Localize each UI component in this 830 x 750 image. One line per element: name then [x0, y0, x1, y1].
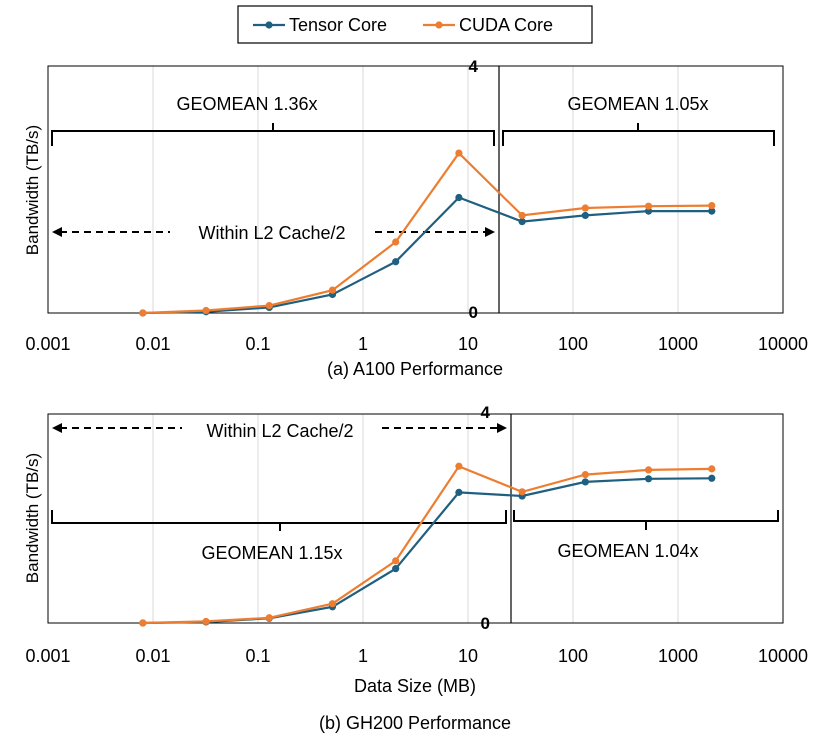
panel-a-xtick-label: 10	[458, 334, 478, 354]
panel-b-point-cuda-core	[518, 488, 526, 496]
panel-a-l2-label: Within L2 Cache/2	[198, 223, 345, 243]
panel-b-xtick-label: 0.1	[245, 646, 270, 666]
panel-b-xtick-label: 0.001	[25, 646, 70, 666]
panel-b-point-cuda-core	[265, 614, 273, 622]
panel-b-point-cuda-core	[202, 617, 210, 626]
panel-a-xtick-label: 100	[558, 334, 588, 354]
panel-a-left-brace	[51, 123, 495, 146]
panel-b-xtick-label: 0.01	[135, 646, 170, 666]
panel-a-point-cuda-core	[328, 286, 337, 294]
panel-b-gridlines	[152, 414, 679, 623]
panel-a-point-cuda-core	[581, 204, 589, 212]
panel-b-right-brace	[513, 510, 779, 530]
panel-a-l2-arrow	[52, 227, 495, 237]
panel-a-geomean-right: GEOMEAN 1.05x	[567, 94, 708, 114]
panel-a-plot-border	[47, 65, 784, 314]
panel-b-l2-label: Within L2 Cache/2	[206, 421, 353, 441]
panel-a-xticks: 0.001 0.01 0.1 1 10 100 1000 10000	[25, 334, 808, 354]
panel-a-xtick-label: 1	[358, 334, 368, 354]
legend-marker-tensor-core	[265, 21, 273, 29]
panel-b-point-cuda-core	[581, 471, 589, 479]
panel-a-point-tensor-core	[455, 193, 463, 202]
panel-a-xtick-label: 0.001	[25, 334, 70, 354]
panel-a-line-tensor-core	[142, 196, 712, 315]
panel-b-geomean-left: GEOMEAN 1.15x	[201, 543, 342, 563]
panel-b-xticks: 0.001 0.01 0.1 1 10 100 1000 10000	[25, 646, 808, 666]
panel-b-ylabel: Bandwidth (TB/s)	[23, 453, 42, 583]
panel-b-plot-border	[47, 413, 784, 624]
panel-b-xtick-label: 100	[558, 646, 588, 666]
panel-b-series	[139, 462, 716, 627]
panel-b-xlabel: Data Size (MB)	[354, 676, 476, 696]
legend: Tensor Core CUDA Core	[237, 5, 593, 44]
panel-a-point-tensor-core	[644, 207, 653, 215]
panel-b-point-cuda-core	[392, 557, 400, 565]
panel-a-point-tensor-core	[518, 218, 526, 226]
legend-box	[237, 5, 593, 44]
panel-b-point-tensor-core	[392, 565, 400, 573]
panel-b-point-tensor-core	[455, 488, 463, 496]
panel-a-title: (a) A100 Performance	[327, 359, 503, 379]
panel-a-xtick-label: 1000	[658, 334, 698, 354]
panel-a-point-cuda-core	[455, 149, 463, 157]
panel-b: Within L2 Cache/2 GEOMEAN 1.15x GEOMEAN …	[23, 403, 808, 733]
panel-a-point-cuda-core	[392, 238, 400, 246]
panel-a-xtick-label: 0.1	[245, 334, 270, 354]
panel-b-xtick-label: 1	[358, 646, 368, 666]
panel-a-point-cuda-core	[644, 202, 653, 210]
panel-a-ylabel: Bandwidth (TB/s)	[23, 125, 42, 255]
panel-b-line-cuda-core	[142, 464, 712, 625]
panel-a-point-tensor-core	[392, 258, 400, 266]
panel-b-point-tensor-core	[644, 475, 653, 483]
panel-b-point-cuda-core	[455, 462, 463, 470]
panel-b-xtick-label: 1000	[658, 646, 698, 666]
panel-b-xtick-label: 10	[458, 646, 478, 666]
panel-a: GEOMEAN 1.36x GEOMEAN 1.05x Within L2 Ca…	[23, 57, 808, 379]
legend-label-tensor-core: Tensor Core	[289, 15, 387, 35]
panel-b-title: (b) GH200 Performance	[319, 713, 511, 733]
panel-b-point-cuda-core	[328, 600, 337, 608]
panel-b-l2-arrow	[52, 423, 507, 433]
panel-b-point-cuda-core	[139, 619, 147, 627]
panel-a-gridlines	[152, 66, 679, 313]
panel-a-geomean-left: GEOMEAN 1.36x	[176, 94, 317, 114]
panel-a-ytick-top: 4	[469, 57, 479, 76]
panel-a-point-cuda-core	[202, 306, 210, 315]
panel-a-point-cuda-core	[265, 301, 273, 310]
panel-a-point-cuda-core	[708, 201, 716, 210]
panel-b-point-tensor-core	[708, 474, 716, 482]
panel-a-series	[139, 149, 716, 317]
panel-b-point-tensor-core	[581, 478, 589, 486]
panel-a-line-cuda-core	[142, 151, 712, 315]
panel-a-point-cuda-core	[518, 211, 526, 220]
panel-a-point-tensor-core	[581, 211, 589, 220]
panel-a-right-brace	[502, 123, 775, 146]
panel-b-point-cuda-core	[708, 465, 716, 473]
legend-marker-cuda-core	[435, 21, 443, 29]
panel-a-xtick-label: 0.01	[135, 334, 170, 354]
panel-b-left-brace	[51, 510, 507, 531]
panel-b-ytick-top: 4	[481, 403, 491, 422]
panel-b-point-cuda-core	[644, 466, 653, 474]
panel-b-geomean-right: GEOMEAN 1.04x	[557, 541, 698, 561]
panel-a-point-cuda-core	[139, 309, 147, 317]
panel-b-ytick-bottom: 0	[481, 614, 490, 633]
panel-a-xtick-label: 10000	[758, 334, 808, 354]
panel-a-ytick-bottom: 0	[469, 303, 478, 322]
legend-label-cuda-core: CUDA Core	[459, 15, 553, 35]
panel-a-point-tensor-core	[708, 207, 716, 215]
panel-b-xtick-label: 10000	[758, 646, 808, 666]
